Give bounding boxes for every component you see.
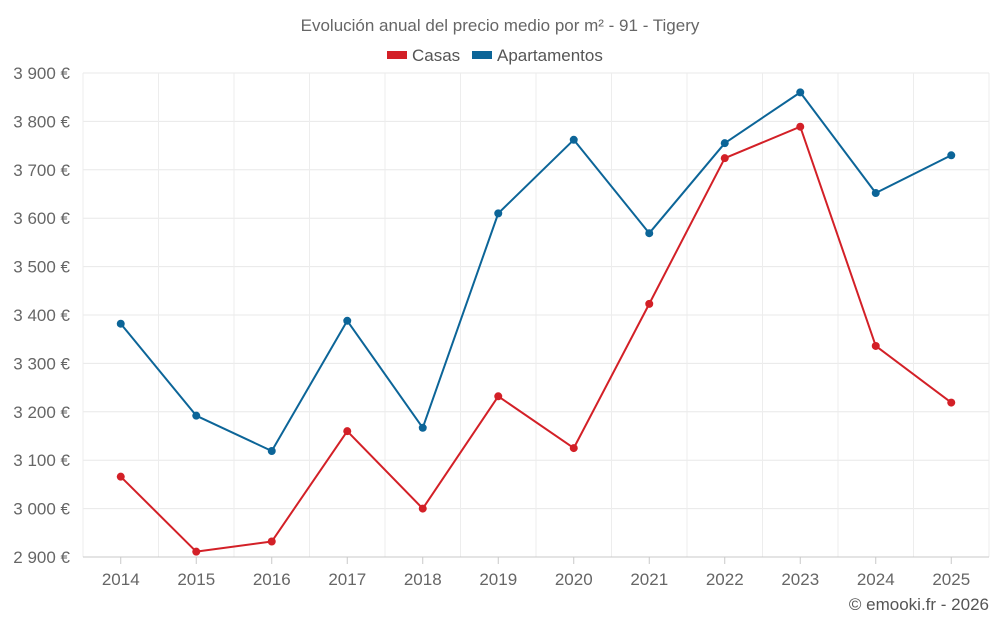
data-point-apartamentos xyxy=(343,316,352,325)
data-point-apartamentos xyxy=(418,423,427,432)
legend-swatch-apartamentos xyxy=(472,51,492,59)
credit-text: © emooki.fr - 2026 xyxy=(849,595,989,614)
data-point-apartamentos xyxy=(796,88,805,97)
data-point-casas xyxy=(720,154,729,163)
data-point-apartamentos xyxy=(569,135,578,144)
y-tick-label: 3 300 € xyxy=(13,354,70,373)
series-line-apartamentos xyxy=(119,91,952,453)
data-point-apartamentos xyxy=(645,229,654,238)
y-tick-label: 3 600 € xyxy=(13,209,70,228)
x-tick-label: 2023 xyxy=(781,570,819,589)
y-tick-label: 3 400 € xyxy=(13,306,70,325)
x-tick-label: 2018 xyxy=(404,570,442,589)
data-point-casas xyxy=(947,398,956,407)
x-tick-label: 2017 xyxy=(328,570,366,589)
data-point-casas xyxy=(871,341,880,350)
data-point-casas xyxy=(645,299,654,308)
data-point-apartamentos xyxy=(116,319,125,328)
data-point-casas xyxy=(192,547,201,556)
legend-label-casas: Casas xyxy=(412,46,460,65)
x-tick-label: 2019 xyxy=(479,570,517,589)
data-point-casas xyxy=(796,122,805,131)
x-tick-label: 2021 xyxy=(630,570,668,589)
data-point-casas xyxy=(418,504,427,513)
x-tick-label: 2020 xyxy=(555,570,593,589)
legend-label-apartamentos: Apartamentos xyxy=(497,46,603,65)
x-tick-label: 2014 xyxy=(102,570,140,589)
grid xyxy=(82,72,990,558)
x-tick-label: 2024 xyxy=(857,570,895,589)
chart-title: Evolución anual del precio medio por m² … xyxy=(301,16,700,35)
data-point-apartamentos xyxy=(267,447,276,456)
y-tick-label: 3 500 € xyxy=(13,258,70,277)
axes: 2 900 € 3 000 € 3 100 € 3 200 € 3 300 € 3 400… xyxy=(13,64,989,589)
data-point-casas xyxy=(116,472,125,481)
x-tick-label: 2015 xyxy=(177,570,215,589)
legend: Casas Apartamentos xyxy=(387,46,603,65)
series xyxy=(116,88,956,556)
data-point-casas xyxy=(494,392,503,401)
x-tick-label: 2025 xyxy=(932,570,970,589)
x-tick-label: 2016 xyxy=(253,570,291,589)
y-tick-label: 3 200 € xyxy=(13,403,70,422)
legend-swatch-casas xyxy=(387,51,407,59)
data-point-apartamentos xyxy=(720,139,729,148)
data-point-apartamentos xyxy=(871,189,880,198)
data-point-apartamentos xyxy=(494,209,503,218)
data-point-casas xyxy=(267,537,276,546)
x-tick-label: 2022 xyxy=(706,570,744,589)
y-tick-label: 3 800 € xyxy=(13,112,70,131)
data-point-casas xyxy=(343,427,352,436)
data-point-casas xyxy=(569,444,578,453)
y-tick-label: 3 100 € xyxy=(13,451,70,470)
y-tick-label: 3 000 € xyxy=(13,500,70,519)
y-tick-label: 3 700 € xyxy=(13,161,70,180)
y-tick-label: 3 900 € xyxy=(13,64,70,83)
series-line-casas xyxy=(120,125,952,553)
y-tick-label: 2 900 € xyxy=(13,548,70,567)
data-point-apartamentos xyxy=(192,411,201,420)
data-point-apartamentos xyxy=(947,151,956,160)
